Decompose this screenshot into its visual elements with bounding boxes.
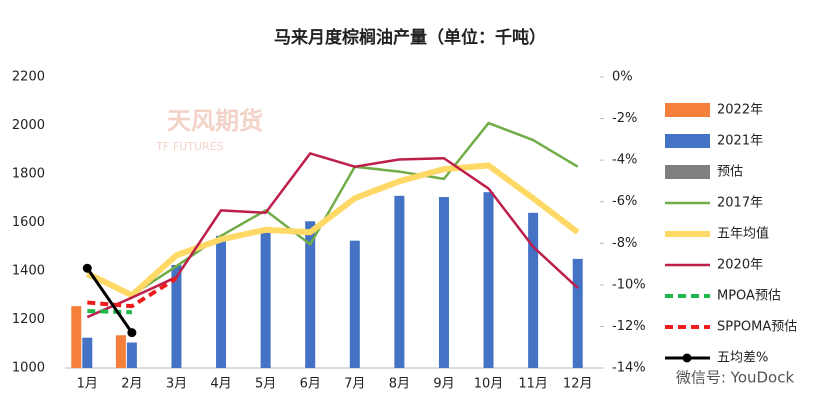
line-series — [85, 162, 580, 299]
legend-label: 2021年 — [717, 134, 763, 149]
line-series — [86, 267, 134, 334]
x-tick-label: 10月 — [474, 377, 504, 392]
y-tick-label: 1200 — [12, 312, 45, 327]
legend-label: MPOA预估 — [717, 289, 781, 304]
bar — [438, 197, 449, 368]
x-tick-label: 2月 — [121, 377, 142, 392]
watermark: TF FUTURES — [155, 140, 223, 153]
point — [82, 263, 92, 273]
bar — [260, 230, 271, 368]
y-tick-label: 1000 — [12, 361, 45, 376]
legend-swatch — [665, 134, 710, 148]
y-tick-label: 2000 — [12, 118, 45, 133]
line-series — [86, 152, 579, 319]
legend-swatch — [682, 353, 692, 363]
y2-tick-label: 0% — [612, 70, 633, 85]
x-tick-label: 9月 — [433, 377, 454, 392]
watermark: 微信号: YouDock — [676, 369, 795, 387]
line-series — [86, 121, 579, 297]
bar — [528, 212, 539, 368]
y-tick-label: 1600 — [12, 215, 45, 230]
bar — [483, 192, 494, 368]
y-tick-label: 1400 — [12, 264, 45, 279]
y2-tick-label: -6% — [612, 194, 637, 209]
bar — [171, 264, 182, 368]
point — [127, 328, 137, 338]
chart-title: 马来月度棕榈油产量（单位：千吨） — [274, 27, 546, 48]
line-series — [87, 309, 132, 315]
bar — [349, 240, 360, 368]
bar — [71, 306, 82, 368]
watermark: 天风期货 — [167, 107, 263, 135]
y-tick-label: 2200 — [12, 70, 45, 85]
bar — [216, 235, 227, 368]
x-tick-label: 8月 — [389, 377, 410, 392]
bar — [305, 221, 316, 368]
x-tick-label: 1月 — [77, 377, 98, 392]
x-tick-label: 5月 — [255, 377, 276, 392]
legend-label: SPPOMA预估 — [717, 320, 797, 335]
legend-swatch — [665, 103, 710, 117]
legend-label: 五年均值 — [717, 226, 769, 242]
x-tick-label: 12月 — [563, 377, 593, 392]
legend-label: 预估 — [717, 165, 743, 180]
y2-tick-label: -10% — [612, 277, 646, 292]
bar — [126, 342, 137, 368]
y2-tick-label: -2% — [612, 111, 637, 126]
x-tick-label: 6月 — [300, 377, 321, 392]
x-tick-label: 11月 — [518, 377, 548, 392]
x-tick-label: 4月 — [210, 377, 231, 392]
legend-label: 2017年 — [717, 196, 763, 211]
y2-tick-label: -8% — [612, 236, 637, 251]
bar — [82, 337, 93, 368]
bar — [115, 335, 126, 368]
y2-tick-label: -14% — [612, 361, 646, 376]
y2-tick-label: -4% — [612, 153, 637, 168]
bar — [572, 258, 583, 368]
y-tick-label: 1800 — [12, 167, 45, 182]
line-series — [87, 276, 178, 309]
legend-label: 2022年 — [717, 103, 763, 118]
x-tick-label: 3月 — [166, 377, 187, 392]
legend-label: 五均差% — [717, 351, 768, 366]
x-tick-label: 7月 — [344, 377, 365, 392]
legend-swatch — [665, 165, 710, 179]
y2-tick-label: -12% — [612, 319, 646, 334]
bar — [394, 195, 405, 368]
legend-label: 2020年 — [717, 258, 763, 273]
